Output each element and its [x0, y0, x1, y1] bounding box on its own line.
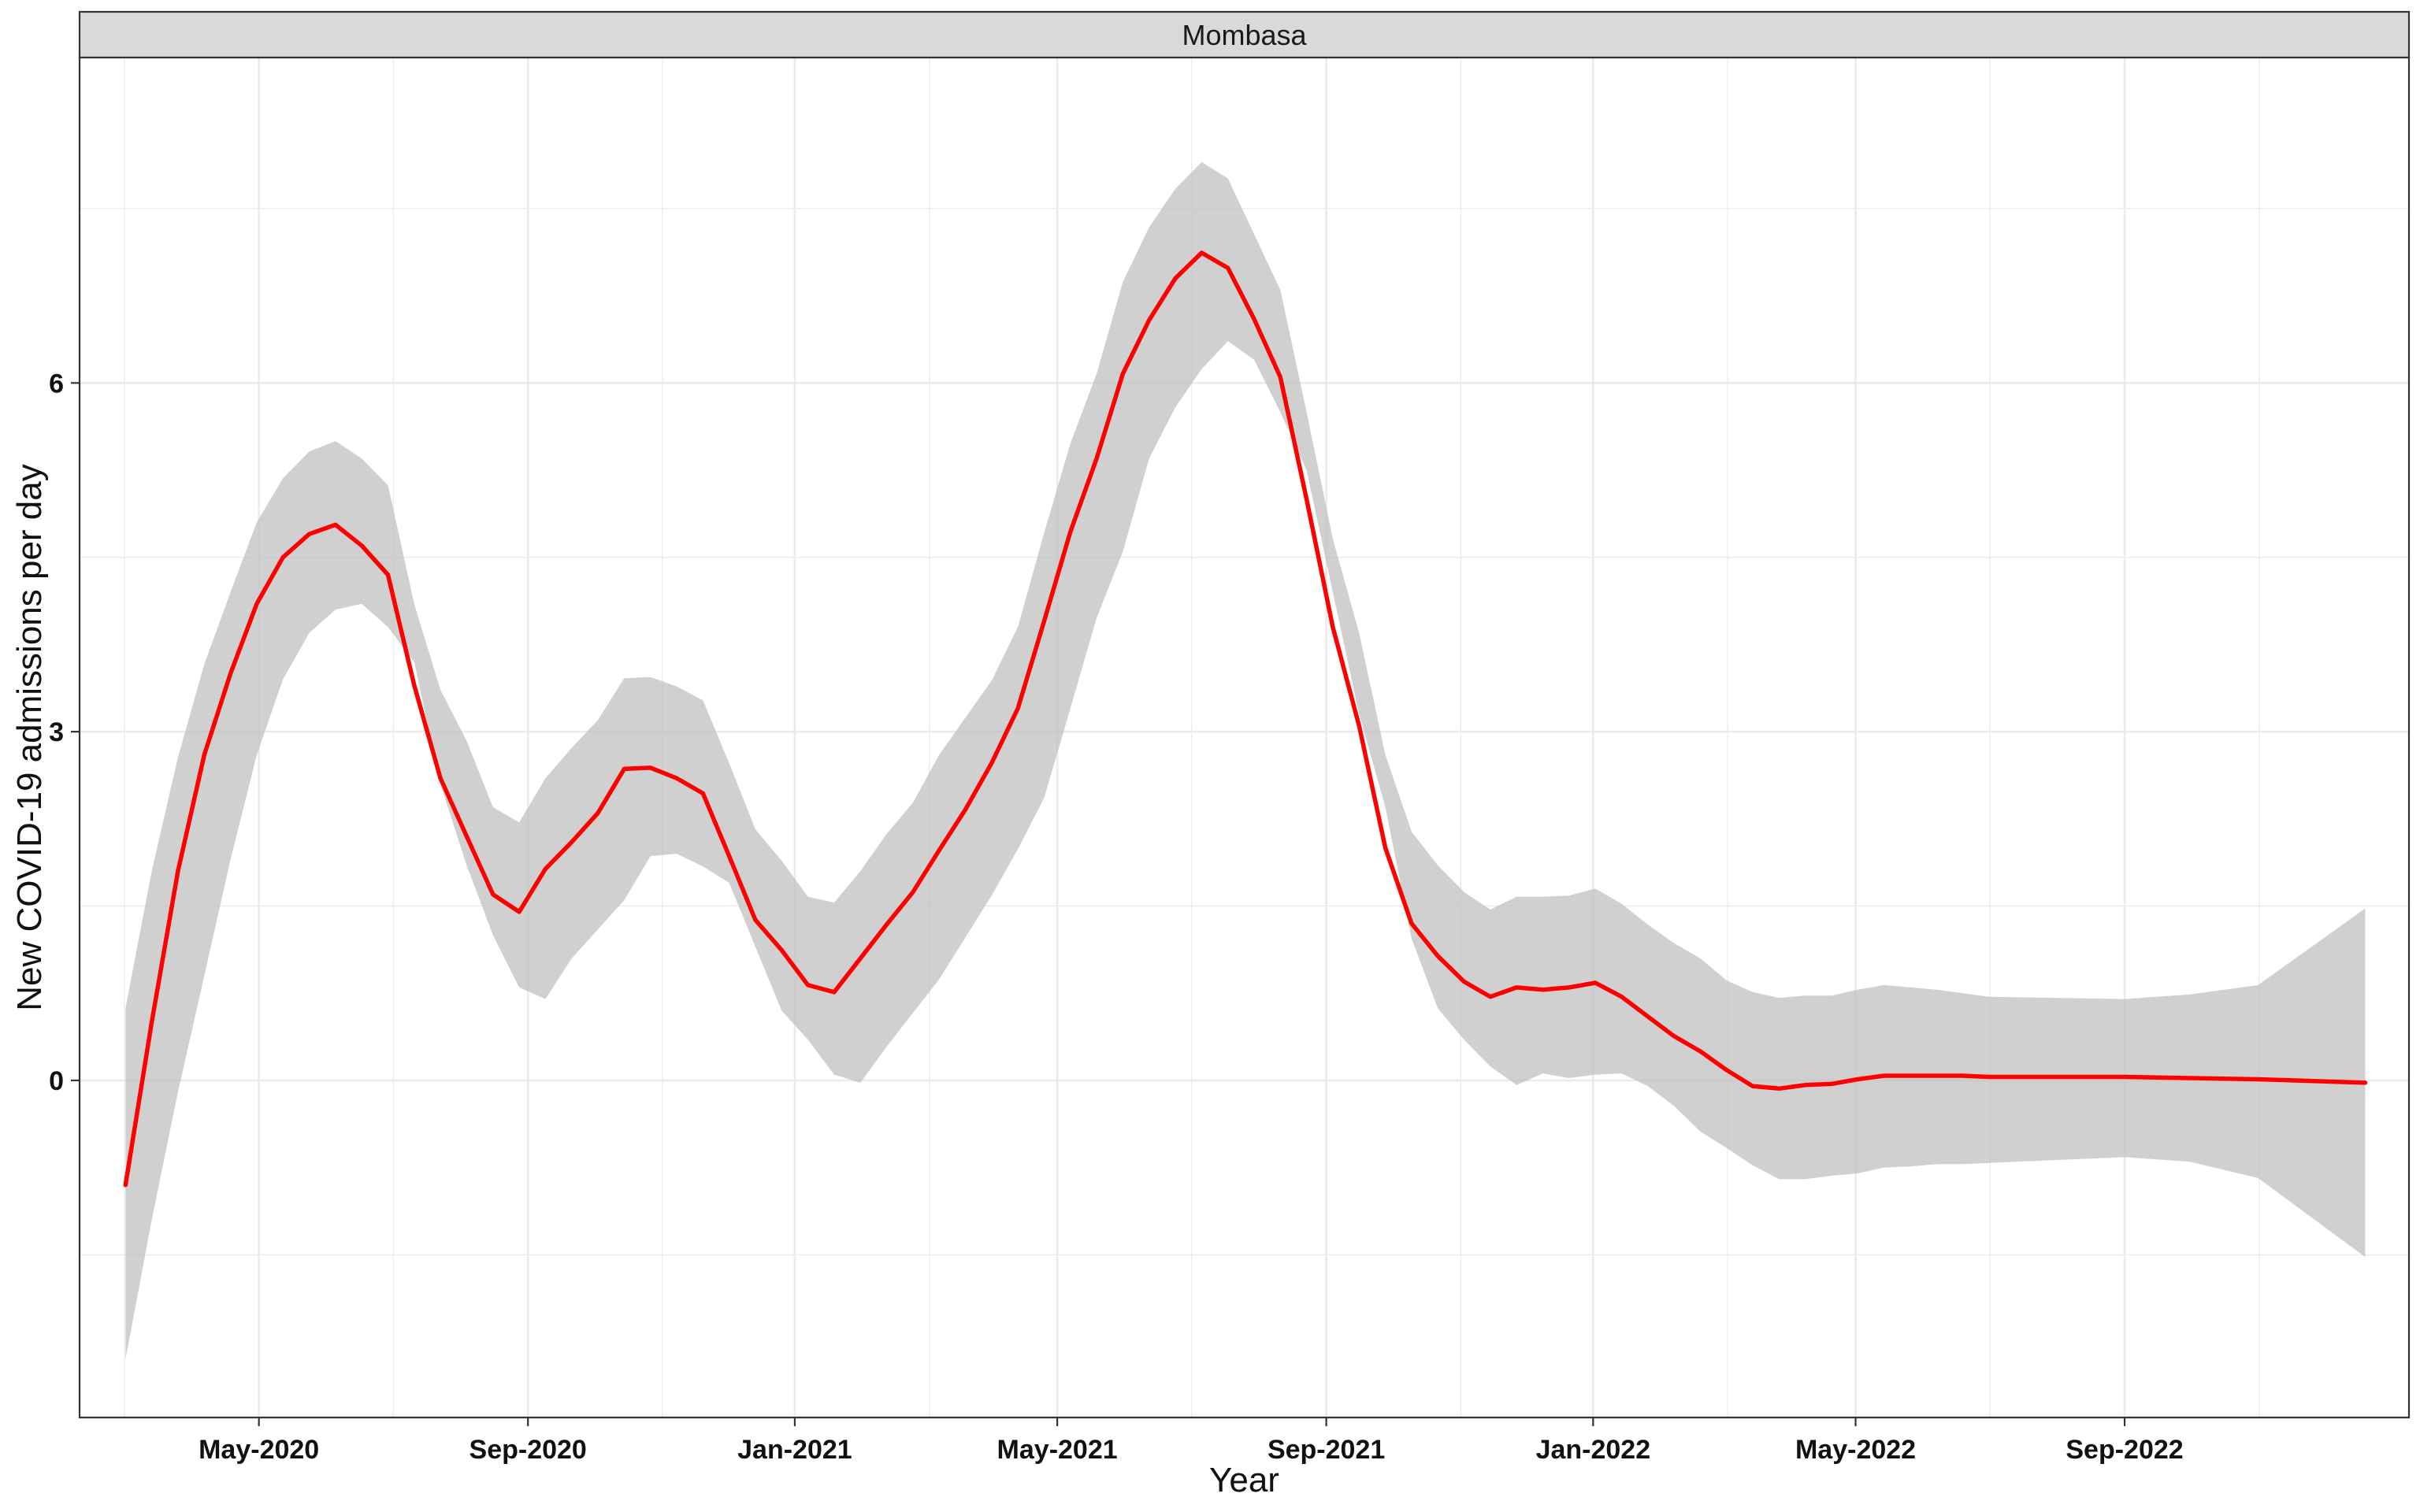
x-tick-label: Sep-2021 — [1268, 1435, 1385, 1465]
y-tick-label: 3 — [49, 717, 64, 747]
grid-major — [80, 57, 2409, 1418]
y-tick-label: 0 — [49, 1066, 64, 1096]
facet-strip-label: Mombasa — [1182, 19, 1307, 51]
x-tick-label: Jan-2022 — [1536, 1435, 1651, 1465]
series-line — [123, 250, 2368, 1188]
confidence-band — [125, 161, 2366, 1360]
x-tick-label: May-2022 — [1795, 1435, 1916, 1465]
x-tick-label: Sep-2022 — [2066, 1435, 2183, 1465]
y-tick-label: 6 — [49, 369, 64, 398]
y-axis-title: New COVID-19 admissions per day — [10, 464, 49, 1010]
plot-panel — [78, 56, 2411, 1419]
x-tick-label: May-2020 — [199, 1435, 319, 1465]
x-tick-label: Jan-2021 — [737, 1435, 852, 1465]
x-axis-title: Year — [1209, 1461, 1279, 1499]
facet-strip-background — [78, 10, 2411, 59]
x-tick-label: Sep-2020 — [470, 1435, 587, 1465]
y-axis: 0 3 6 — [49, 369, 80, 1096]
x-axis: May-2020 Sep-2020 Jan-2021 May-2021 Sep-2021… — [199, 1418, 2184, 1465]
facet-strip: Mombasa — [78, 10, 2411, 59]
x-tick-label: May-2021 — [997, 1435, 1118, 1465]
